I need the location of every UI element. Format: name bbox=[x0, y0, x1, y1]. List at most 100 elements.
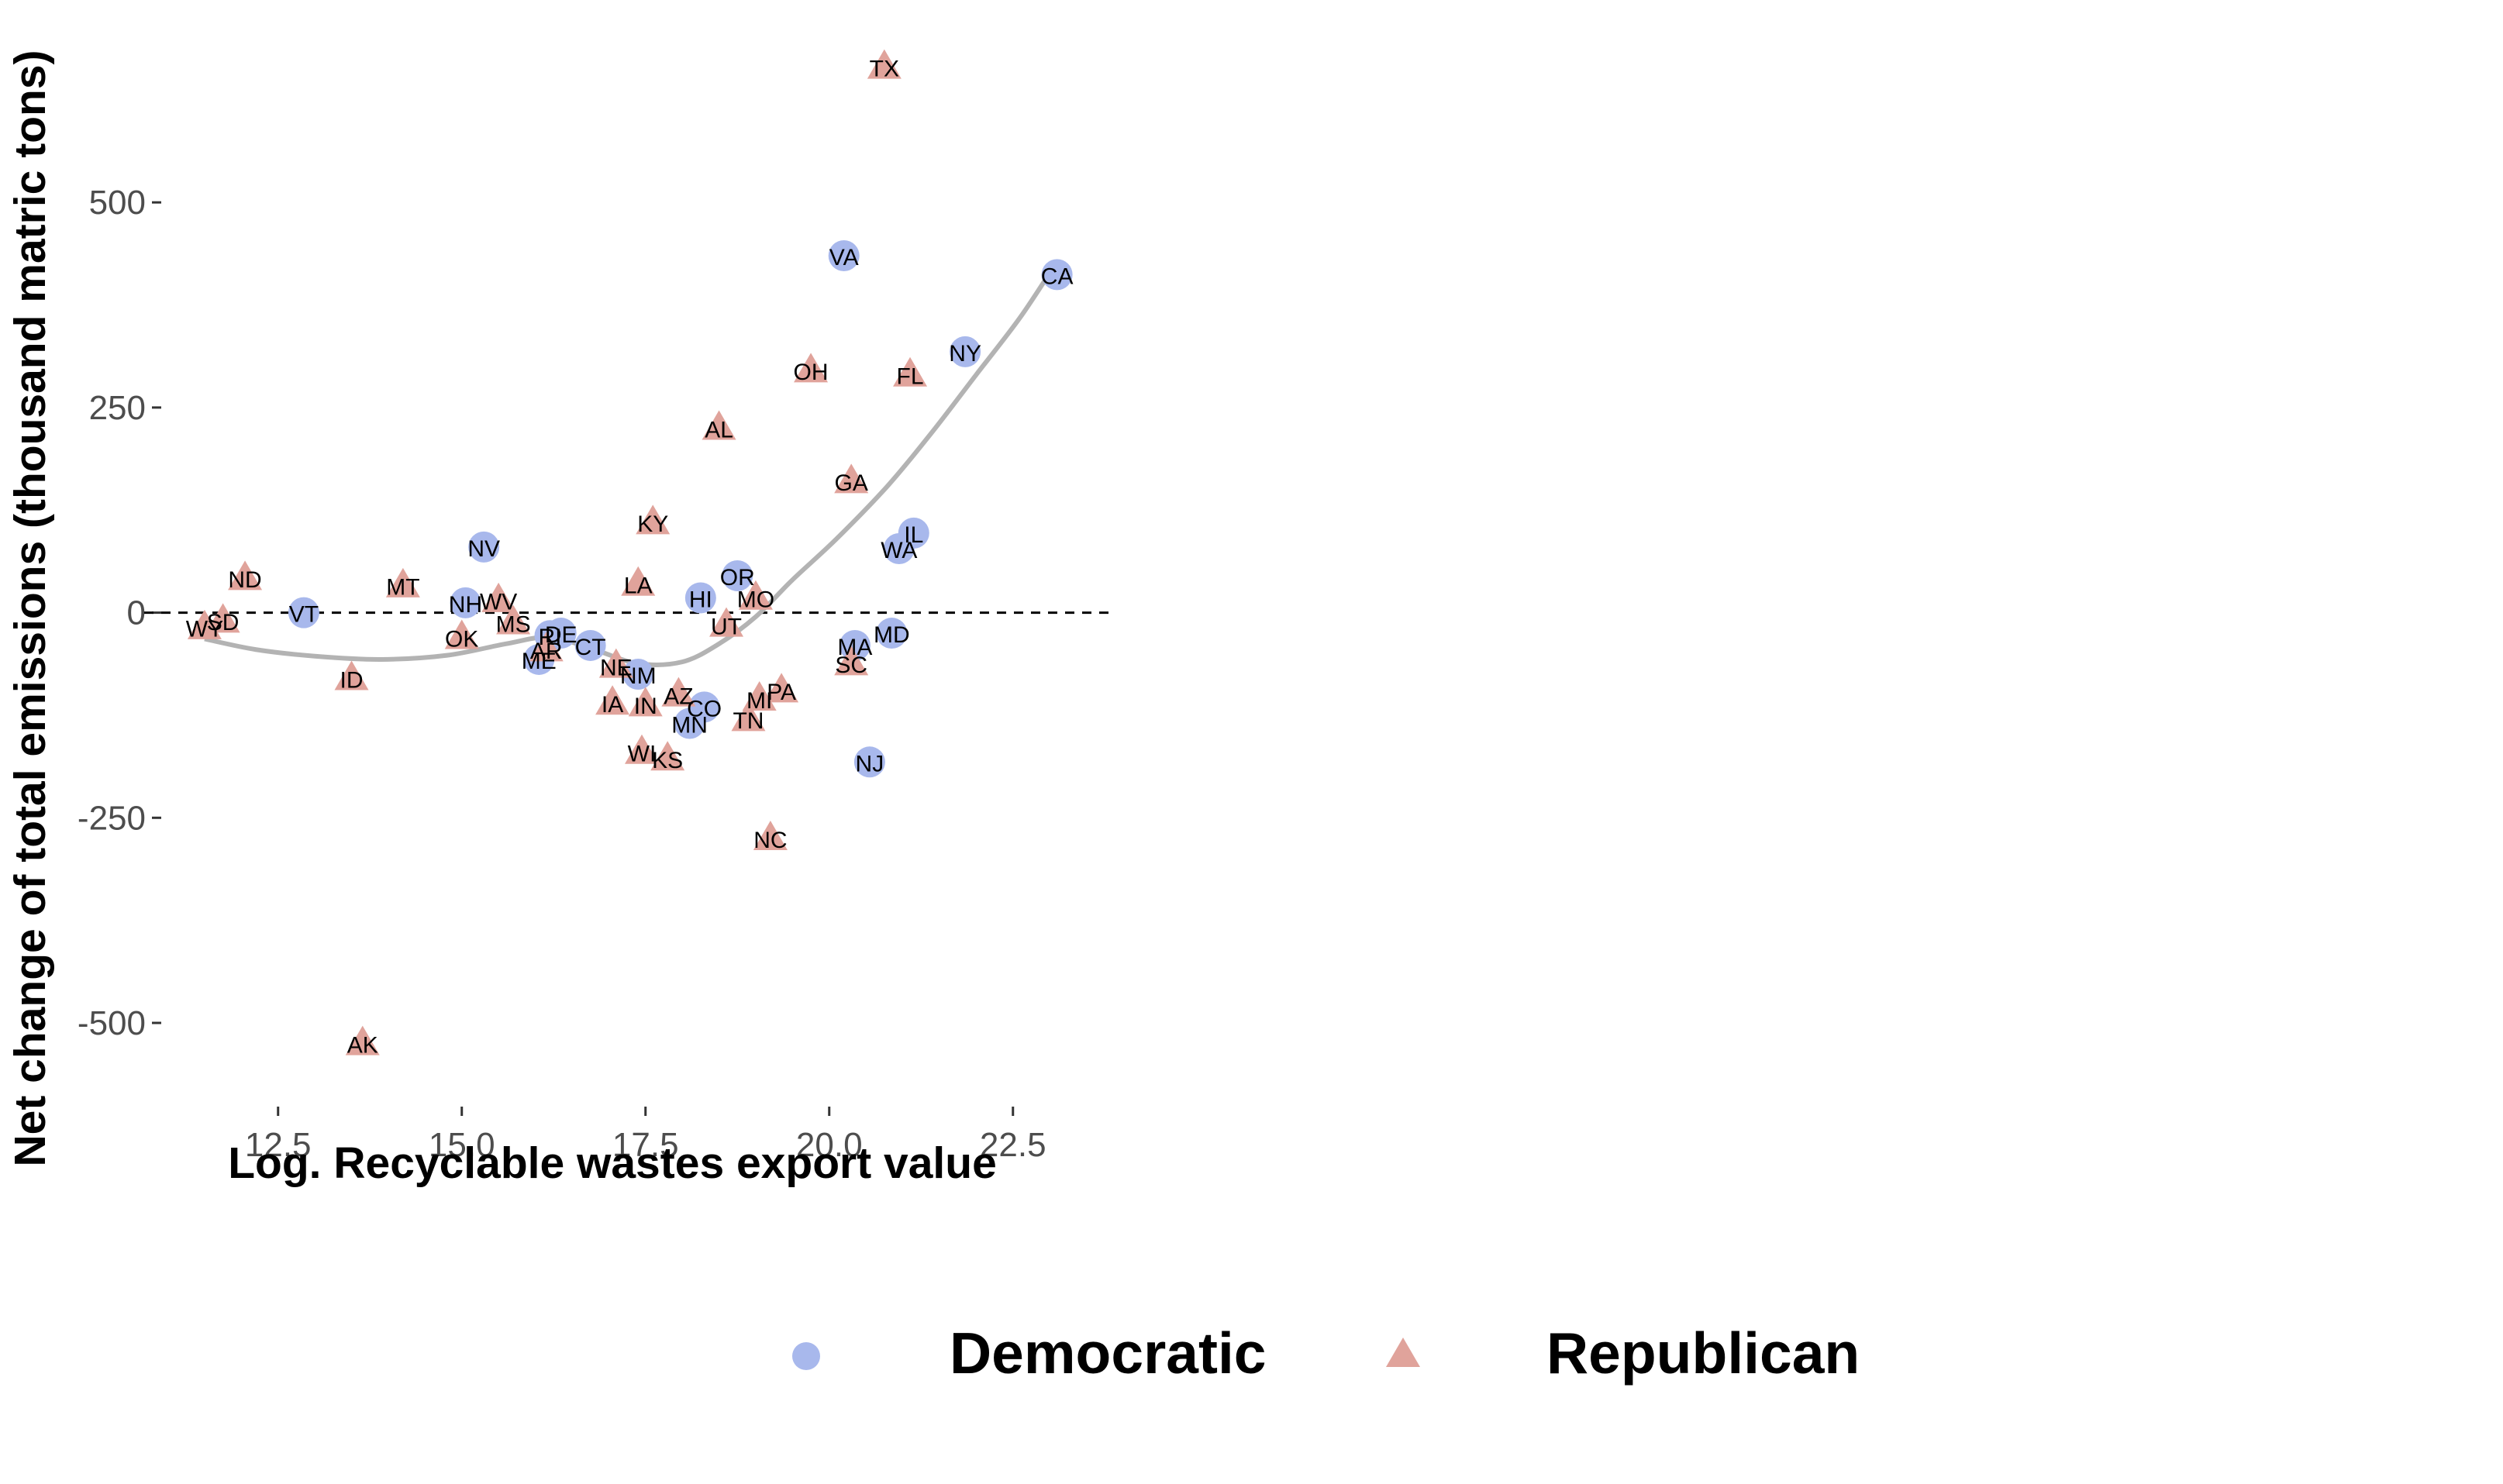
point-label-or: OR bbox=[720, 565, 755, 591]
point-ne bbox=[598, 648, 633, 678]
point-label-wa: WA bbox=[881, 538, 917, 563]
point-ca bbox=[1041, 259, 1073, 291]
point-label-id: ID bbox=[340, 667, 364, 693]
y-tick-label: 250 bbox=[89, 389, 146, 427]
data-points bbox=[187, 49, 1073, 1055]
point-label-ga: GA bbox=[835, 470, 868, 496]
point-oh bbox=[794, 353, 829, 383]
point-label-nv: NV bbox=[467, 536, 500, 562]
point-ut bbox=[709, 607, 744, 637]
point-mt bbox=[385, 567, 420, 597]
point-label-mt: MT bbox=[386, 575, 419, 601]
point-label-tx: TX bbox=[870, 56, 899, 81]
point-label-az: AZ bbox=[664, 683, 693, 709]
point-label-ma: MA bbox=[837, 635, 872, 660]
point-id bbox=[334, 660, 369, 690]
point-label-ar: AR bbox=[530, 639, 563, 664]
point-label-ms: MS bbox=[496, 611, 531, 637]
point-tn bbox=[731, 701, 766, 732]
point-ny bbox=[950, 336, 981, 367]
point-label-il: IL bbox=[904, 522, 923, 548]
point-wv bbox=[481, 582, 516, 612]
x-tick-label: 20.0 bbox=[796, 1126, 863, 1164]
point-in bbox=[628, 687, 663, 717]
point-label-nd: ND bbox=[228, 567, 261, 593]
point-az bbox=[661, 677, 696, 707]
x-tick-label: 12.5 bbox=[245, 1126, 312, 1164]
point-label-wi: WI bbox=[628, 742, 657, 767]
point-ar bbox=[529, 632, 564, 662]
y-tick-label: -250 bbox=[78, 799, 146, 837]
point-al bbox=[702, 410, 736, 440]
point-label-ky: KY bbox=[637, 511, 668, 537]
point-label-mn: MN bbox=[671, 713, 708, 739]
point-label-al: AL bbox=[705, 417, 733, 442]
point-label-md: MD bbox=[874, 622, 910, 648]
legend-label-democratic: Democratic bbox=[950, 1320, 1267, 1386]
point-label-vt: VT bbox=[289, 602, 319, 628]
point-label-oh: OH bbox=[794, 360, 829, 385]
point-ks bbox=[650, 741, 685, 771]
point-sd bbox=[205, 603, 240, 633]
point-nd bbox=[228, 560, 263, 591]
point-vt bbox=[288, 597, 319, 628]
point-label-me: ME bbox=[522, 649, 557, 674]
point-label-ok: OK bbox=[445, 626, 478, 652]
axis-ticks: 12.5 15.0 17.5 20.0 22.5 500 250 0 -250 -500 bbox=[78, 184, 1046, 1164]
point-il bbox=[898, 517, 929, 549]
point-label-mo: MO bbox=[737, 587, 774, 613]
point-label-nc: NC bbox=[753, 828, 787, 853]
legend-label-republican: Republican bbox=[1546, 1320, 1860, 1386]
point-la bbox=[621, 566, 656, 596]
point-label-tn: TN bbox=[733, 708, 764, 734]
point-tx bbox=[867, 49, 902, 79]
point-label-sd: SD bbox=[207, 610, 240, 635]
point-nc bbox=[753, 820, 788, 850]
point-ms bbox=[496, 604, 531, 635]
point-mo bbox=[738, 580, 773, 610]
point-label-wv: WV bbox=[480, 590, 517, 615]
point-label-nm: NM bbox=[620, 663, 657, 689]
point-de bbox=[545, 618, 577, 649]
point-label-mi: MI bbox=[746, 688, 772, 714]
x-tick-label: 17.5 bbox=[612, 1126, 679, 1164]
point-label-nj: NJ bbox=[856, 751, 884, 776]
point-label-ct: CT bbox=[575, 635, 606, 660]
y-tick-label: 0 bbox=[127, 594, 146, 632]
point-label-ca: CA bbox=[1041, 263, 1074, 289]
point-nv bbox=[468, 531, 500, 563]
trend-line bbox=[204, 260, 1060, 667]
point-label-ks: KS bbox=[652, 748, 683, 773]
point-mi bbox=[742, 680, 777, 711]
x-axis-label: Log. Recyclable wastes export value bbox=[228, 1138, 997, 1188]
point-label-ia: IA bbox=[602, 692, 623, 718]
point-label-sc: SC bbox=[835, 652, 867, 678]
point-ak bbox=[345, 1025, 380, 1055]
trend-curve bbox=[204, 260, 1060, 667]
point-label-ne: NE bbox=[600, 655, 633, 680]
y-tick-label: -500 bbox=[78, 1004, 146, 1042]
y-tick-label: 500 bbox=[89, 184, 146, 222]
point-label-ut: UT bbox=[711, 614, 742, 639]
x-tick-label: 22.5 bbox=[980, 1126, 1046, 1164]
point-label-in: IN bbox=[634, 694, 657, 719]
point-label-ny: NY bbox=[949, 341, 981, 367]
legend: Democratic Republican bbox=[792, 1320, 1860, 1386]
point-label-pa: PA bbox=[767, 680, 796, 705]
point-label-la: LA bbox=[624, 573, 653, 599]
point-label-hi: HI bbox=[689, 587, 712, 613]
point-ia bbox=[595, 685, 630, 715]
point-sc bbox=[834, 646, 869, 676]
point-va bbox=[828, 240, 860, 271]
point-label-de: DE bbox=[545, 622, 577, 648]
point-ok bbox=[444, 619, 479, 649]
point-md bbox=[876, 618, 908, 649]
point-label-co: CO bbox=[687, 696, 722, 721]
point-nj bbox=[853, 746, 885, 778]
point-nh bbox=[450, 587, 481, 618]
point-label-nh: NH bbox=[449, 592, 482, 618]
point-label-ri: RI bbox=[538, 625, 561, 650]
point-pa bbox=[764, 673, 799, 703]
